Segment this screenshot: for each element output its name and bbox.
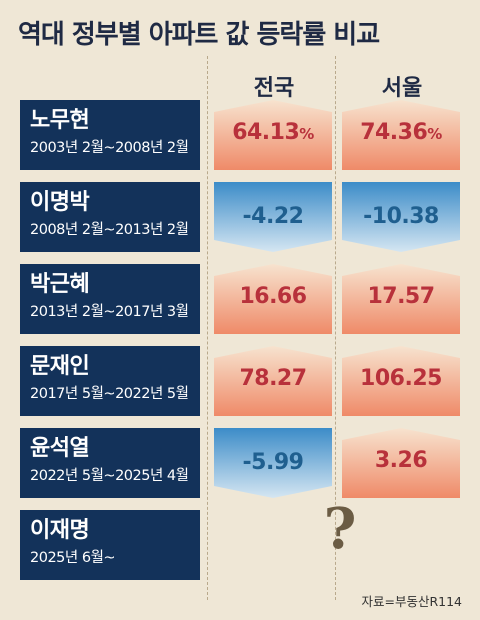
up-arrow-shape xyxy=(214,100,332,170)
value-arrow-shape xyxy=(214,346,332,416)
unknown-value-mark: ? xyxy=(323,496,357,562)
value-arrow-shape xyxy=(214,428,332,498)
value-arrow-shape xyxy=(342,346,460,416)
up-arrow-shape xyxy=(342,428,460,498)
row-period: 2017년 5월~2022년 5월 xyxy=(30,386,189,402)
value-cell: 74.36% xyxy=(342,100,460,170)
up-arrow-shape xyxy=(214,264,332,334)
row-period: 2013년 2월~2017년 3월 xyxy=(30,304,189,320)
up-arrow-shape xyxy=(342,100,460,170)
value-number: 16.66 xyxy=(239,284,307,309)
up-arrow-shape xyxy=(214,346,332,416)
value-label: 74.36% xyxy=(342,120,460,145)
value-label: 16.66 xyxy=(214,284,332,309)
row-period: 2025년 6월~ xyxy=(30,550,116,566)
up-arrow-shape xyxy=(342,346,460,416)
row-name: 윤석열 xyxy=(30,436,90,461)
row-name: 이재명 xyxy=(30,518,90,543)
divider-mid xyxy=(335,56,336,600)
value-number: -5.99 xyxy=(242,450,304,475)
value-number: 78.27 xyxy=(239,366,307,391)
down-arrow-shape xyxy=(214,182,332,252)
value-number: 74.36 xyxy=(360,120,428,145)
row-label: 이명박 2008년 2월~2013년 2월 xyxy=(20,182,200,252)
value-label: 78.27 xyxy=(214,366,332,391)
value-cell: 78.27 xyxy=(214,346,332,416)
value-label: 64.13% xyxy=(214,120,332,145)
value-cell: -10.38 xyxy=(342,182,460,252)
row-label: 윤석열 2022년 5월~2025년 4월 xyxy=(20,428,200,498)
value-label: -5.99 xyxy=(214,450,332,475)
row-label: 이재명 2025년 6월~ xyxy=(20,510,200,580)
page-title: 역대 정부별 아파트 값 등락률 비교 xyxy=(18,20,380,50)
row-label: 박근혜 2013년 2월~2017년 3월 xyxy=(20,264,200,334)
value-arrow-shape xyxy=(214,182,332,252)
value-cell: 3.26 xyxy=(342,428,460,498)
row-period: 2003년 2월~2008년 2월 xyxy=(30,140,189,156)
value-arrow-shape xyxy=(214,264,332,334)
row-name: 이명박 xyxy=(30,190,90,215)
row-name: 노무현 xyxy=(30,108,90,133)
value-number: 3.26 xyxy=(374,448,428,473)
value-number: -10.38 xyxy=(363,204,439,229)
value-cell: -4.22 xyxy=(214,182,332,252)
value-cell: 64.13% xyxy=(214,100,332,170)
value-cell: 16.66 xyxy=(214,264,332,334)
divider-left xyxy=(207,56,208,600)
up-arrow-shape xyxy=(342,264,460,334)
value-cell: -5.99 xyxy=(214,428,332,498)
column-header-seoul: 서울 xyxy=(381,76,423,101)
row-name: 박근혜 xyxy=(30,272,90,297)
value-number: 17.57 xyxy=(367,284,435,309)
value-cell: 17.57 xyxy=(342,264,460,334)
source-note: 자료=부동산R114 xyxy=(361,594,462,609)
row-label: 노무현 2003년 2월~2008년 2월 xyxy=(20,100,200,170)
value-label: -4.22 xyxy=(214,204,332,229)
value-arrow-shape xyxy=(342,100,460,170)
row-name: 문재인 xyxy=(30,354,90,379)
down-arrow-shape xyxy=(342,182,460,252)
column-header-national: 전국 xyxy=(253,76,295,101)
value-label: 17.57 xyxy=(342,284,460,309)
value-label: 106.25 xyxy=(342,366,460,391)
value-arrow-shape xyxy=(342,182,460,252)
value-number: -4.22 xyxy=(242,204,304,229)
value-arrow-shape xyxy=(342,264,460,334)
value-label: -10.38 xyxy=(342,204,460,229)
percent-unit: % xyxy=(427,125,442,143)
value-number: 64.13 xyxy=(232,120,300,145)
row-period: 2008년 2월~2013년 2월 xyxy=(30,222,189,238)
row-period: 2022년 5월~2025년 4월 xyxy=(30,468,189,484)
value-label: 3.26 xyxy=(342,448,460,473)
value-number: 106.25 xyxy=(360,366,442,391)
row-label: 문재인 2017년 5월~2022년 5월 xyxy=(20,346,200,416)
value-arrow-shape xyxy=(342,428,460,498)
value-cell: 106.25 xyxy=(342,346,460,416)
down-arrow-shape xyxy=(214,428,332,498)
value-arrow-shape xyxy=(214,100,332,170)
percent-unit: % xyxy=(299,125,314,143)
